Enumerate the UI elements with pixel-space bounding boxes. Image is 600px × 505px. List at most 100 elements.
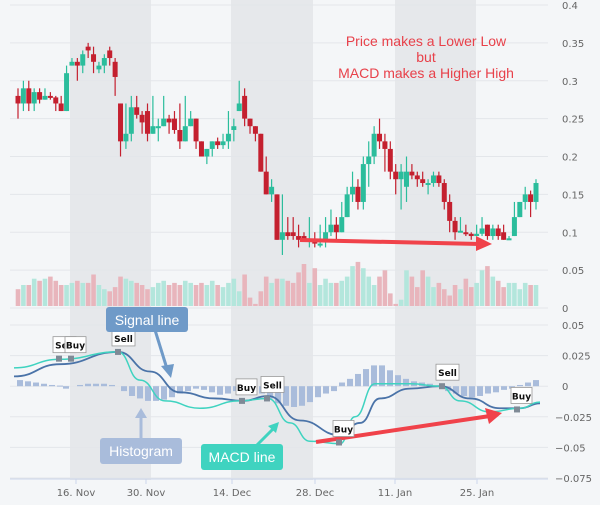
- candle-body: [414, 175, 420, 180]
- histogram-bar: [77, 384, 83, 387]
- signal-flag-buy: Buy: [510, 387, 533, 413]
- annotation-line-2: but: [416, 49, 436, 65]
- macd-line: [13, 351, 541, 445]
- flag-label: Buy: [512, 392, 531, 402]
- volume-bar: [188, 282, 193, 306]
- volume-bar: [398, 299, 404, 306]
- histogram-bar: [461, 386, 467, 396]
- annotation-line-3: MACD makes a Higher High: [338, 65, 514, 81]
- histogram-bar: [339, 382, 345, 387]
- candle-body: [522, 194, 528, 202]
- candle-body: [198, 141, 204, 157]
- histogram-bar: [121, 386, 127, 392]
- candle-body: [69, 61, 75, 66]
- volume-bar: [312, 268, 318, 306]
- candle-body: [101, 58, 107, 66]
- candle-body: [37, 92, 43, 100]
- candle-body: [134, 107, 140, 115]
- volume-bar: [253, 303, 258, 306]
- histogram-bar: [49, 384, 55, 387]
- histogram-bar: [275, 386, 281, 404]
- histogram-bar: [137, 386, 143, 399]
- date-band: [70, 0, 151, 480]
- histogram-bar: [533, 380, 539, 387]
- volume-bar: [506, 282, 512, 306]
- candle-body: [328, 224, 334, 233]
- candle-body: [301, 236, 307, 240]
- volume-bar: [58, 285, 64, 306]
- histogram-bar: [379, 365, 385, 387]
- x-tick-label: 25. Jan: [460, 488, 495, 499]
- candle-body: [355, 186, 361, 202]
- histogram-bar: [299, 386, 305, 406]
- arrow-head: [476, 236, 492, 251]
- macd-tick-label: 0.025: [562, 352, 591, 363]
- histogram-bar: [493, 386, 499, 393]
- arrow-shaft: [315, 414, 491, 444]
- volume-bar: [317, 285, 323, 306]
- histogram-bar: [145, 386, 151, 401]
- histogram-bar: [501, 386, 507, 390]
- volume-bar: [242, 274, 247, 306]
- candle-body: [53, 97, 59, 104]
- volume-bar: [21, 285, 26, 306]
- date-bands: [70, 0, 476, 480]
- candle-body: [452, 220, 458, 233]
- flag-marker: [56, 355, 62, 362]
- histogram-bar: [225, 386, 231, 394]
- histogram-bar: [101, 383, 107, 387]
- candle-body: [479, 228, 485, 234]
- signal-line: [13, 351, 541, 437]
- candle-body: [490, 228, 496, 237]
- callout-arrow-head: [268, 422, 279, 433]
- volume-bar: [328, 282, 334, 306]
- histogram-bar: [363, 369, 369, 387]
- candle-body: [118, 103, 124, 142]
- arrow-shaft: [299, 238, 481, 246]
- candle-body: [371, 133, 377, 157]
- candle-body: [274, 194, 280, 240]
- callout-box: [201, 444, 283, 470]
- histogram-bar: [315, 386, 321, 398]
- volume-bar: [296, 272, 301, 306]
- volume-bar: [64, 285, 69, 306]
- candle-body: [495, 228, 501, 237]
- volume-bar: [344, 276, 350, 306]
- signal-flag-buy: Buy: [235, 378, 258, 404]
- histogram-bar: [17, 380, 23, 387]
- volume-bar: [31, 278, 37, 306]
- candle-body: [204, 148, 210, 157]
- price-tick-label: 0.2: [562, 153, 578, 164]
- candle-body: [252, 126, 258, 134]
- x-tick-label: 30. Nov: [127, 488, 166, 499]
- histogram-bar: [63, 386, 69, 389]
- candle-body: [511, 217, 517, 237]
- callout-arrow-shaft: [254, 426, 276, 448]
- divergence-annotation: Price makes a Lower Low but MACD makes a…: [338, 33, 514, 81]
- volume-bar: [285, 280, 291, 306]
- price-lower-low-arrow: [299, 236, 492, 251]
- candle-body: [474, 233, 480, 237]
- histogram-bar: [201, 386, 207, 390]
- histogram-bar: [485, 386, 491, 394]
- volume-bar: [339, 280, 345, 306]
- histogram-bar: [57, 385, 63, 387]
- volume-bar: [355, 261, 361, 306]
- flag-marker: [264, 395, 270, 402]
- histogram-bar: [25, 381, 31, 387]
- volume-bar: [199, 282, 204, 306]
- macd-histogram: [17, 365, 539, 408]
- price-tick-label: 0.1: [562, 228, 578, 239]
- price-tick-label: 0.05: [562, 266, 584, 277]
- callout-box: [100, 438, 182, 464]
- flag-marker: [336, 439, 342, 446]
- volume-bar: [425, 276, 431, 306]
- volume-bar: [458, 289, 463, 306]
- volume-bar: [334, 282, 339, 306]
- volume-bar: [37, 280, 42, 306]
- callout-arrow-head: [135, 408, 147, 418]
- histogram-bar: [347, 378, 353, 387]
- volume-bar: [485, 266, 490, 306]
- volume-bar: [155, 282, 161, 306]
- volume-bar: [204, 285, 210, 306]
